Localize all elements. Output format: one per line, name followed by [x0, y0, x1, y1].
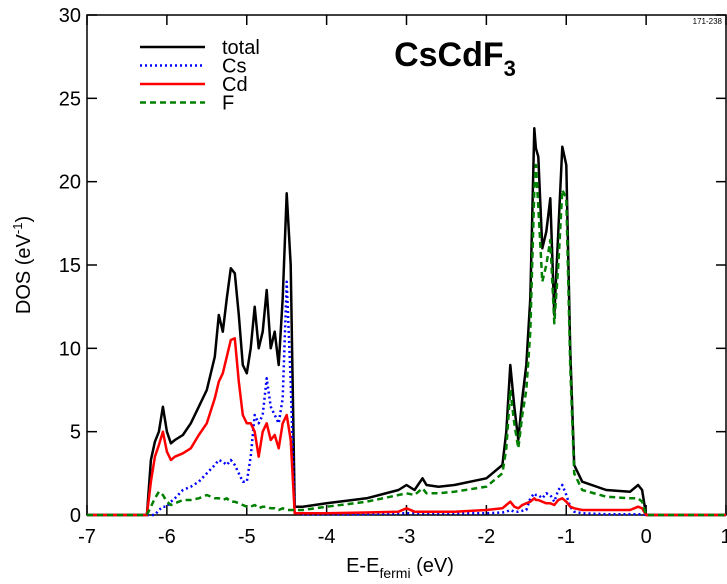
y-tick-label: 0 [70, 505, 81, 527]
title-base: CsCdF [394, 36, 504, 74]
y-tick-label: 30 [59, 5, 81, 27]
series-line [87, 337, 726, 517]
legend-label: total [222, 37, 260, 59]
x-tick-label: 0 [641, 526, 652, 548]
x-label-after: (eV) [411, 555, 454, 577]
series-line [87, 127, 726, 517]
x-tick-label: -7 [78, 526, 96, 548]
y-tick-label: 25 [59, 88, 81, 110]
legend-label: Cd [222, 74, 248, 96]
y-axis-label: DOS (eV-1) [10, 216, 35, 314]
y-label-sup: -1 [10, 223, 25, 235]
legend-label: F [222, 93, 234, 115]
y-label-after: ) [13, 216, 35, 223]
legend-label: Cs [222, 56, 246, 78]
x-tick-label: -4 [318, 526, 336, 548]
x-tick-label: -2 [477, 526, 495, 548]
y-tick-label: 10 [59, 338, 81, 360]
x-tick-label: -6 [158, 526, 176, 548]
plot-frame [86, 14, 727, 516]
annotation: 171-238 [693, 17, 723, 26]
x-label-sub: fermi [379, 565, 410, 581]
y-tick-label: 15 [59, 255, 81, 277]
x-axis-label: E-Efermi (eV) [346, 555, 454, 581]
x-tick-label: -1 [557, 526, 575, 548]
x-tick-label: 1 [720, 526, 727, 548]
series-line [87, 280, 726, 517]
y-tick-label: 20 [59, 172, 81, 194]
x-label-base: E-E [346, 555, 379, 577]
x-tick-label: -3 [398, 526, 416, 548]
x-tick-label: -5 [238, 526, 256, 548]
series-line [87, 163, 726, 517]
y-tick-label: 5 [70, 422, 81, 444]
title-sub: 3 [504, 56, 516, 81]
chart-title: CsCdF3 [394, 36, 516, 81]
y-label-base: DOS (eV [13, 233, 35, 314]
